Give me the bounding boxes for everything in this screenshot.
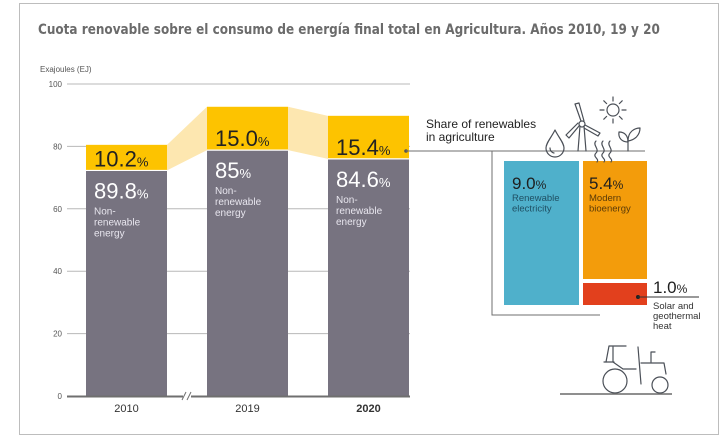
non-renewable-share-label: 89.8% [94, 178, 149, 203]
y-tick-label: 20 [53, 330, 62, 339]
solar-geothermal-pct-value: 1.0 [653, 278, 677, 297]
water-drop-icon [545, 129, 565, 158]
breakdown-title: in agriculture [426, 130, 495, 144]
renewable-bands [167, 106, 328, 171]
breakdown-title: Share of renewables [426, 117, 536, 131]
solar-geothermal-block [583, 283, 647, 305]
bars: 10.2%89.8%Non-renewableenergy15.0%85%Non… [86, 106, 409, 396]
x-tick-label-2019: 2019 [235, 403, 259, 415]
leaf-sprout-icon [618, 127, 641, 152]
heat-waves-icon [594, 140, 613, 163]
solar-geothermal-label: geothermal [653, 311, 701, 322]
percent-sign: % [677, 282, 688, 296]
modern-bioenergy-block [583, 161, 647, 279]
non-renewable-share-label: 84.6% [336, 167, 391, 192]
non-renewable-share-label: 85% [215, 158, 251, 183]
bar-non-renewable [86, 170, 167, 396]
percent-sign: % [137, 154, 149, 169]
y-tick-label: 100 [49, 80, 63, 89]
bar-renewable [86, 144, 167, 171]
bar-non-renewable [207, 150, 288, 396]
renewable-share-label: 10.2% [94, 146, 149, 171]
breakdown-bracket [491, 151, 600, 316]
non-renewable-share-value: 84.6 [336, 167, 379, 192]
non-renewable-description: Non- [336, 195, 358, 206]
percent-sign: % [613, 178, 624, 192]
renewable-share-value: 10.2 [94, 146, 137, 171]
y-tick-label: 40 [53, 267, 62, 276]
renewable-share-label: 15.0% [215, 126, 270, 151]
y-tick-label: 80 [53, 142, 62, 151]
non-renewable-description: renewable [94, 217, 141, 228]
non-renewable-description: renewable [215, 197, 262, 208]
y-tick-labels: 20 40 60 80 100 0 [49, 80, 63, 401]
chart-title: Cuota renovable sobre el consumo de ener… [38, 22, 660, 38]
non-renewable-description: energy [336, 217, 367, 228]
non-renewable-description: Non- [215, 186, 237, 197]
axis-break-mark [186, 391, 192, 401]
solar-geothermal-pct: 1.0% [653, 278, 688, 297]
percent-sign: % [137, 186, 149, 201]
bar-non-renewable [328, 158, 409, 396]
non-renewable-share-value: 85 [215, 158, 239, 183]
renewable-electricity-pct: 9.0% [512, 174, 547, 193]
bar-renewable [328, 115, 409, 159]
x-axis [67, 391, 410, 401]
axis-break-gap [183, 392, 191, 401]
wind-turbine-icon [565, 102, 601, 152]
bar-renewable [207, 106, 288, 151]
non-renewable-description: energy [215, 208, 246, 219]
axis-break-mark [181, 391, 187, 401]
non-renewable-description: renewable [336, 206, 383, 217]
non-renewable-share-value: 89.8 [94, 178, 137, 203]
solar-geothermal-label: Solar and [653, 301, 694, 312]
x-tick-labels: 2010 2019 2020 [114, 403, 380, 415]
sun-icon [599, 96, 627, 124]
modern-bioenergy-label: bioenergy [589, 204, 631, 215]
tractor-icon [560, 345, 672, 395]
x-tick-label-2010: 2010 [114, 403, 138, 415]
renewable-share-value: 15.4 [336, 135, 379, 160]
y-tick-label: 0 [58, 392, 63, 401]
icons [545, 96, 672, 395]
percent-sign: % [379, 143, 391, 158]
renewable-share-value: 15.0 [215, 126, 258, 151]
non-renewable-description: energy [94, 228, 125, 239]
non-renewable-description: Non- [94, 206, 116, 217]
percent-sign: % [536, 178, 547, 192]
percent-sign: % [258, 134, 270, 149]
modern-bioenergy-label: Modern [589, 193, 621, 204]
modern-bioenergy-pct: 5.4% [589, 174, 624, 193]
renewable-electricity-block [504, 161, 579, 305]
renewable-share-label: 15.4% [336, 135, 391, 160]
solar-geothermal-label: heat [653, 321, 672, 332]
renewable-connector-band [288, 106, 328, 159]
y-tick-label: 60 [53, 205, 62, 214]
renewable-electricity-pct-value: 9.0 [512, 174, 536, 193]
percent-sign: % [239, 166, 251, 181]
renewable-connector-band [167, 106, 207, 171]
renewable-electricity-label: electricity [512, 204, 552, 215]
renewable-electricity-label: Renewable [512, 193, 560, 204]
percent-sign: % [379, 175, 391, 190]
x-tick-label-2020: 2020 [356, 403, 380, 415]
y-axis-label: Exajoules (EJ) [40, 65, 92, 74]
modern-bioenergy-pct-value: 5.4 [589, 174, 613, 193]
